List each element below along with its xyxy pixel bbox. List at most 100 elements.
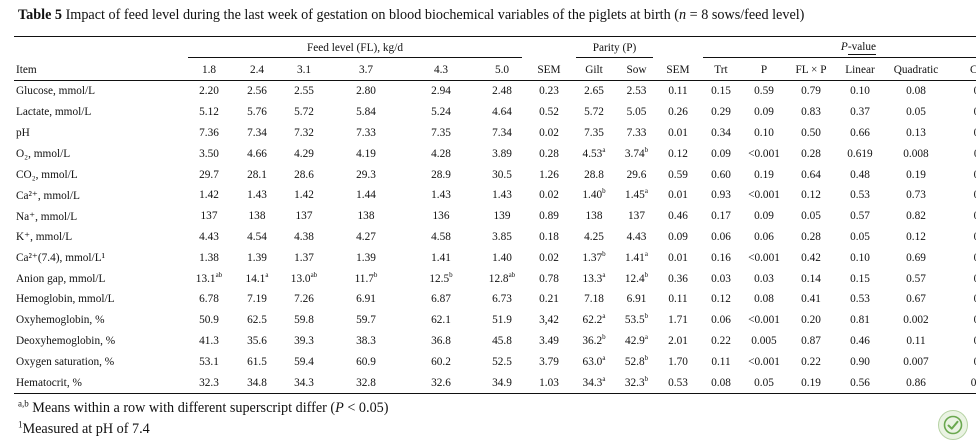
table-cell: 137: [628, 210, 645, 223]
table-cell: 3.89: [492, 147, 512, 160]
table-cell: 4.25: [584, 230, 604, 243]
superscript-marker: ab: [508, 270, 516, 279]
parity-group-header: Parity (P): [572, 37, 657, 59]
caption-text-start: Impact of feed level during the last wee…: [65, 7, 679, 23]
row-item-label: Na⁺, mmol/L: [16, 210, 78, 223]
table-cell: 1.43: [431, 189, 451, 202]
table-cell: 1.42: [294, 189, 314, 202]
column-header: SEM: [526, 59, 572, 81]
superscript-marker: ab: [310, 270, 318, 279]
table-cell: 138: [357, 210, 375, 223]
table-cell: 0.11: [668, 85, 688, 98]
table-cell: <0.001: [748, 147, 780, 160]
table-cell: 6.78: [199, 293, 219, 306]
table-cell: 0.92: [949, 351, 976, 372]
table-cell: 138: [248, 210, 266, 223]
table-row: Na⁺, mmol/L 137 138 137 138 136 139 0.89 138 137 0…: [14, 206, 976, 227]
table-row: Hemoglobin, mmol/L 6.78 7.19 7.26 6.91 6.87 6.…: [14, 289, 976, 310]
table-row: Lactate, mmol/L 5.12 5.76 5.72 5.84 5.24 4.64 0…: [14, 102, 976, 123]
table-cell: 7.33: [626, 126, 647, 139]
table-cell: 0.13: [906, 126, 926, 139]
table-cell: 36.8: [431, 334, 451, 347]
table-cell: 0.28: [539, 147, 559, 160]
table-cell: 1.43: [492, 189, 512, 202]
table-cell: 137: [295, 210, 313, 223]
table-cell: 0.73: [906, 189, 926, 202]
table-cell: 1.03: [526, 372, 572, 394]
footnote-superscript-meaning: a,b Means within a row with different su…: [18, 398, 389, 416]
table-cell: 12.8ab: [488, 270, 516, 285]
table-cell: 0.08: [754, 293, 774, 306]
table-cell: 0.008: [903, 147, 929, 160]
table-cell: 52.5: [492, 355, 512, 368]
table-cell: 11.7b: [354, 270, 378, 285]
table-cell: 7.26: [294, 293, 314, 306]
table-cell: 0.21: [539, 293, 559, 306]
table-cell: 0.64: [801, 168, 821, 181]
table-cell: 136: [432, 210, 450, 223]
table-cell: 4.29: [294, 147, 314, 160]
table-cell: 29.6: [626, 168, 647, 181]
table-cell: 63.0a: [582, 353, 606, 368]
table-cell: 0.56: [837, 372, 883, 394]
table-cell: 0.22: [949, 227, 976, 248]
row-item-label: pH: [16, 126, 30, 139]
table-row: Glucose, mmol/L 2.20 2.56 2.55 2.80 2.94 2.48 0…: [14, 81, 976, 102]
superscript-marker: b: [644, 353, 649, 362]
table-cell: 3.49: [539, 334, 559, 347]
superscript-marker: b: [449, 270, 453, 279]
table-cell: 0.02: [539, 189, 559, 202]
table-cell: 0.59: [754, 85, 774, 98]
row-item-label: O₂, mmol/L: [16, 147, 71, 160]
table-cell: 7.18: [584, 293, 604, 306]
checkmark-leaf-icon: [943, 415, 963, 435]
table-cell: 28.6: [294, 168, 314, 181]
table-cell: 0.05: [949, 268, 976, 289]
table-cell: 29.3: [356, 168, 376, 181]
row-item-label: Hematocrit, %: [14, 372, 184, 394]
table-cell: <0.001: [748, 189, 780, 202]
table-row: CO₂, mmol/L 29.7 28.1 28.6 29.3 28.9 30.5 1.26 2…: [14, 164, 976, 185]
table-cell: 0.619: [847, 147, 873, 160]
table-cell: 0.29: [711, 106, 731, 119]
table-cell: 4.27: [356, 230, 376, 243]
table-cell: 34.3a: [572, 372, 616, 394]
table-cell: 0.22: [711, 334, 731, 347]
superscript-marker: b: [602, 187, 606, 196]
table-cell: 0.37: [850, 106, 870, 119]
table-cell: 0.11: [906, 334, 926, 347]
table-cell: 0.02: [949, 289, 976, 310]
column-header: 5.0: [478, 59, 526, 81]
table-cell: 0.15: [711, 85, 731, 98]
superscript-marker: b: [373, 270, 378, 279]
table-cell: 0.12: [711, 293, 731, 306]
superscript-marker: a: [602, 353, 606, 362]
table-cell: 0.03: [711, 272, 731, 285]
table-cell: 28.8: [584, 168, 604, 181]
table-cell: 0.02: [539, 251, 559, 264]
table-cell: 59.8: [294, 314, 314, 327]
table-cell: 51.9: [492, 314, 512, 327]
superscript-marker: a: [602, 146, 606, 155]
table-cell: 0.09: [711, 147, 731, 160]
table-cell: 41.3: [199, 334, 219, 347]
superscript-marker: a: [644, 250, 648, 258]
row-item-label: K⁺, mmol/L: [16, 231, 73, 244]
column-header: 2.4: [234, 59, 280, 81]
table-cell: 38.3: [356, 334, 376, 347]
column-header: Quadratic: [883, 59, 949, 81]
table-cell: 60.9: [356, 355, 376, 368]
table-cell: 0.28: [801, 147, 821, 160]
table-cell: 2.01: [668, 334, 688, 347]
table-cell: 3.74b: [624, 146, 649, 160]
table-cell: 0.19: [754, 168, 774, 181]
table-row: Deoxyhemoglobin, % 41.3 35.6 39.3 38.3 36.8 45…: [14, 331, 976, 352]
table-cell: 2.53: [626, 85, 647, 98]
pvalue-group-header: P-value: [699, 37, 976, 59]
caption-text-end: = 8 sows/feed level): [686, 7, 805, 23]
table-cell: 0.86: [883, 372, 949, 394]
superscript-marker: b: [644, 312, 649, 321]
table-cell: 0.19: [906, 168, 926, 181]
table-cell: 0.78: [539, 272, 559, 285]
table-row: pH 7.36 7.34 7.32 7.33 7.35 7.34 0.02 7.35 7.33 0.…: [14, 123, 976, 144]
